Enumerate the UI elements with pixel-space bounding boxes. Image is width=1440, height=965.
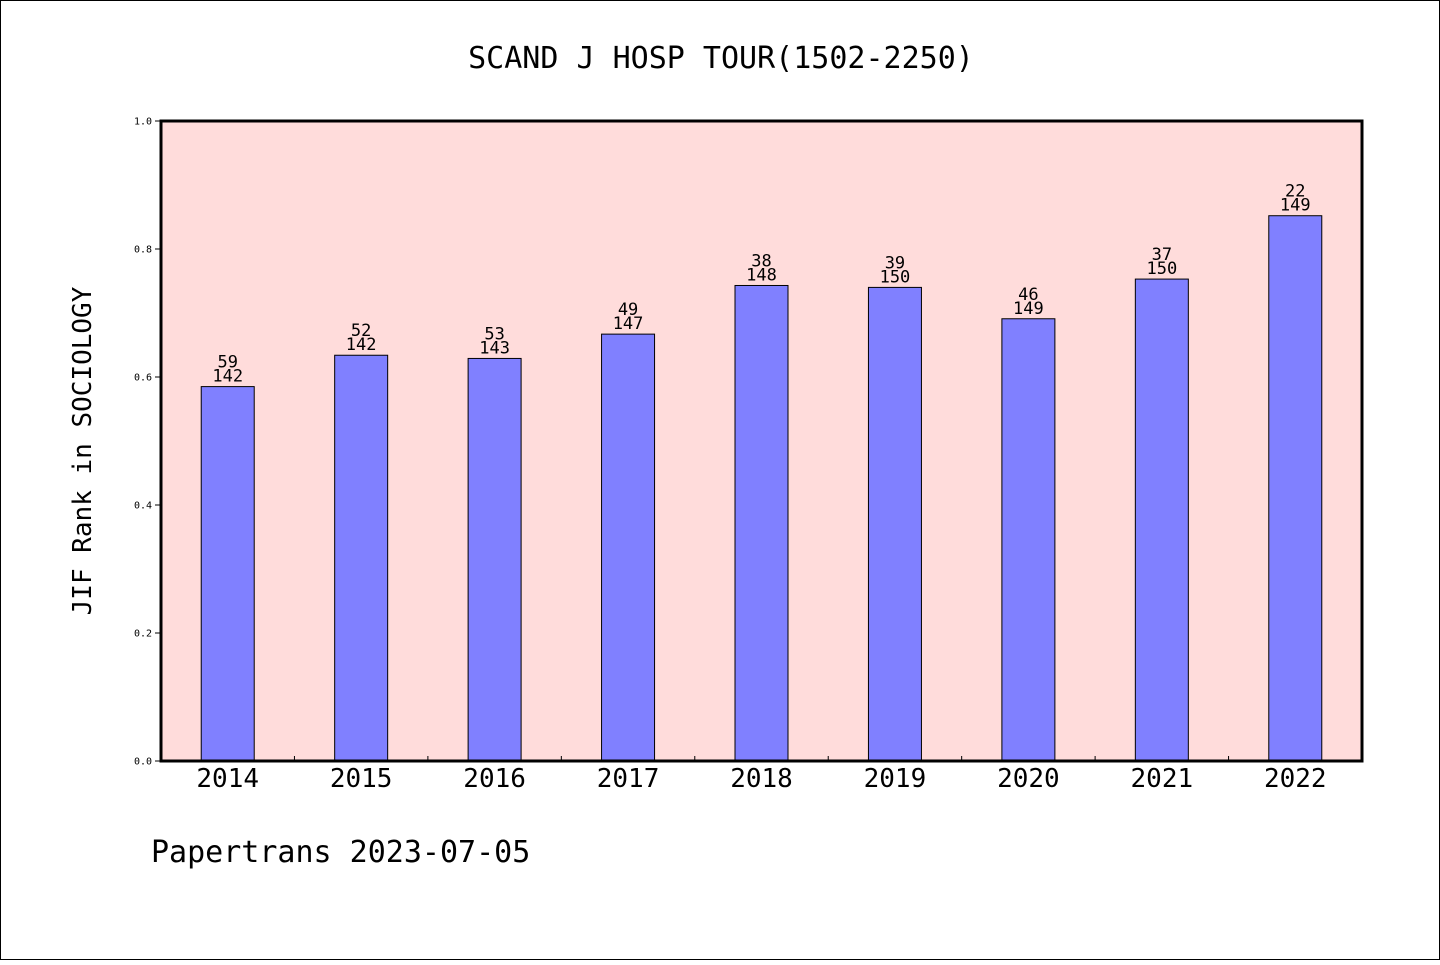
bar-label-total: 149 — [1280, 196, 1311, 216]
x-tick-label: 2015 — [330, 764, 393, 794]
bar-label-rank: 38 — [751, 251, 771, 271]
bar — [200, 386, 255, 762]
x-tick-label: 2021 — [1131, 764, 1194, 794]
y-tick-label: 0.6 — [134, 373, 152, 384]
bars — [200, 215, 1323, 762]
bar-label-total: 148 — [746, 265, 777, 285]
bar-label-rank: 59 — [217, 353, 237, 373]
x-tick-label: 2019 — [864, 764, 927, 794]
bar-label-total: 143 — [479, 338, 510, 358]
bar-label-total: 147 — [613, 314, 644, 334]
x-tick-label: 2014 — [196, 764, 259, 794]
bar — [467, 357, 522, 762]
bar-label-rank: 49 — [618, 300, 638, 320]
bar — [601, 333, 656, 762]
bar — [1001, 318, 1056, 762]
bar-label-rank: 39 — [885, 253, 905, 273]
x-axis: 2014 2015 2016 2017 2018 2019 2020 2021 2022 — [196, 756, 1327, 794]
bar — [1268, 215, 1323, 762]
y-axis-label: JIF Rank in SOCIOLOGY — [68, 286, 98, 615]
chart-title: SCAND J HOSP TOUR(1502-2250) — [468, 41, 974, 76]
bar-label-total: 149 — [1013, 299, 1044, 319]
y-tick-label: 1.0 — [134, 117, 152, 128]
bar-label-rank: 46 — [1018, 285, 1038, 305]
bar-label-total: 142 — [346, 335, 377, 355]
x-tick-label: 2017 — [597, 764, 660, 794]
x-tick-label: 2020 — [997, 764, 1060, 794]
bar-label-rank: 53 — [484, 324, 504, 344]
bar-label-rank: 52 — [351, 321, 371, 341]
bar-label-total: 150 — [1146, 259, 1177, 279]
plot-border — [159, 119, 1364, 763]
bar — [334, 354, 389, 762]
y-tick-label: 0.2 — [134, 629, 152, 640]
bar — [867, 286, 922, 762]
footer-note: Papertrans 2023-07-05 — [151, 835, 531, 870]
bar — [734, 284, 789, 762]
x-tick-label: 2018 — [730, 764, 793, 794]
y-tick-label: 0.0 — [134, 757, 152, 768]
y-tick-label: 0.8 — [134, 245, 152, 256]
bar-label-total: 150 — [880, 267, 911, 287]
x-tick-label: 2022 — [1264, 764, 1327, 794]
y-tick-label: 0.4 — [134, 501, 152, 512]
bar-label-rank: 37 — [1152, 245, 1172, 265]
y-axis: 0.0 0.2 0.4 0.6 0.8 1.0 — [134, 117, 161, 768]
bar-label-total: 142 — [212, 367, 243, 387]
x-tick-label: 2016 — [463, 764, 526, 794]
bar-label-rank: 22 — [1285, 182, 1305, 202]
bar-labels: 5914252142531434914738148391504614937150… — [212, 182, 1310, 387]
bar — [1134, 278, 1189, 762]
